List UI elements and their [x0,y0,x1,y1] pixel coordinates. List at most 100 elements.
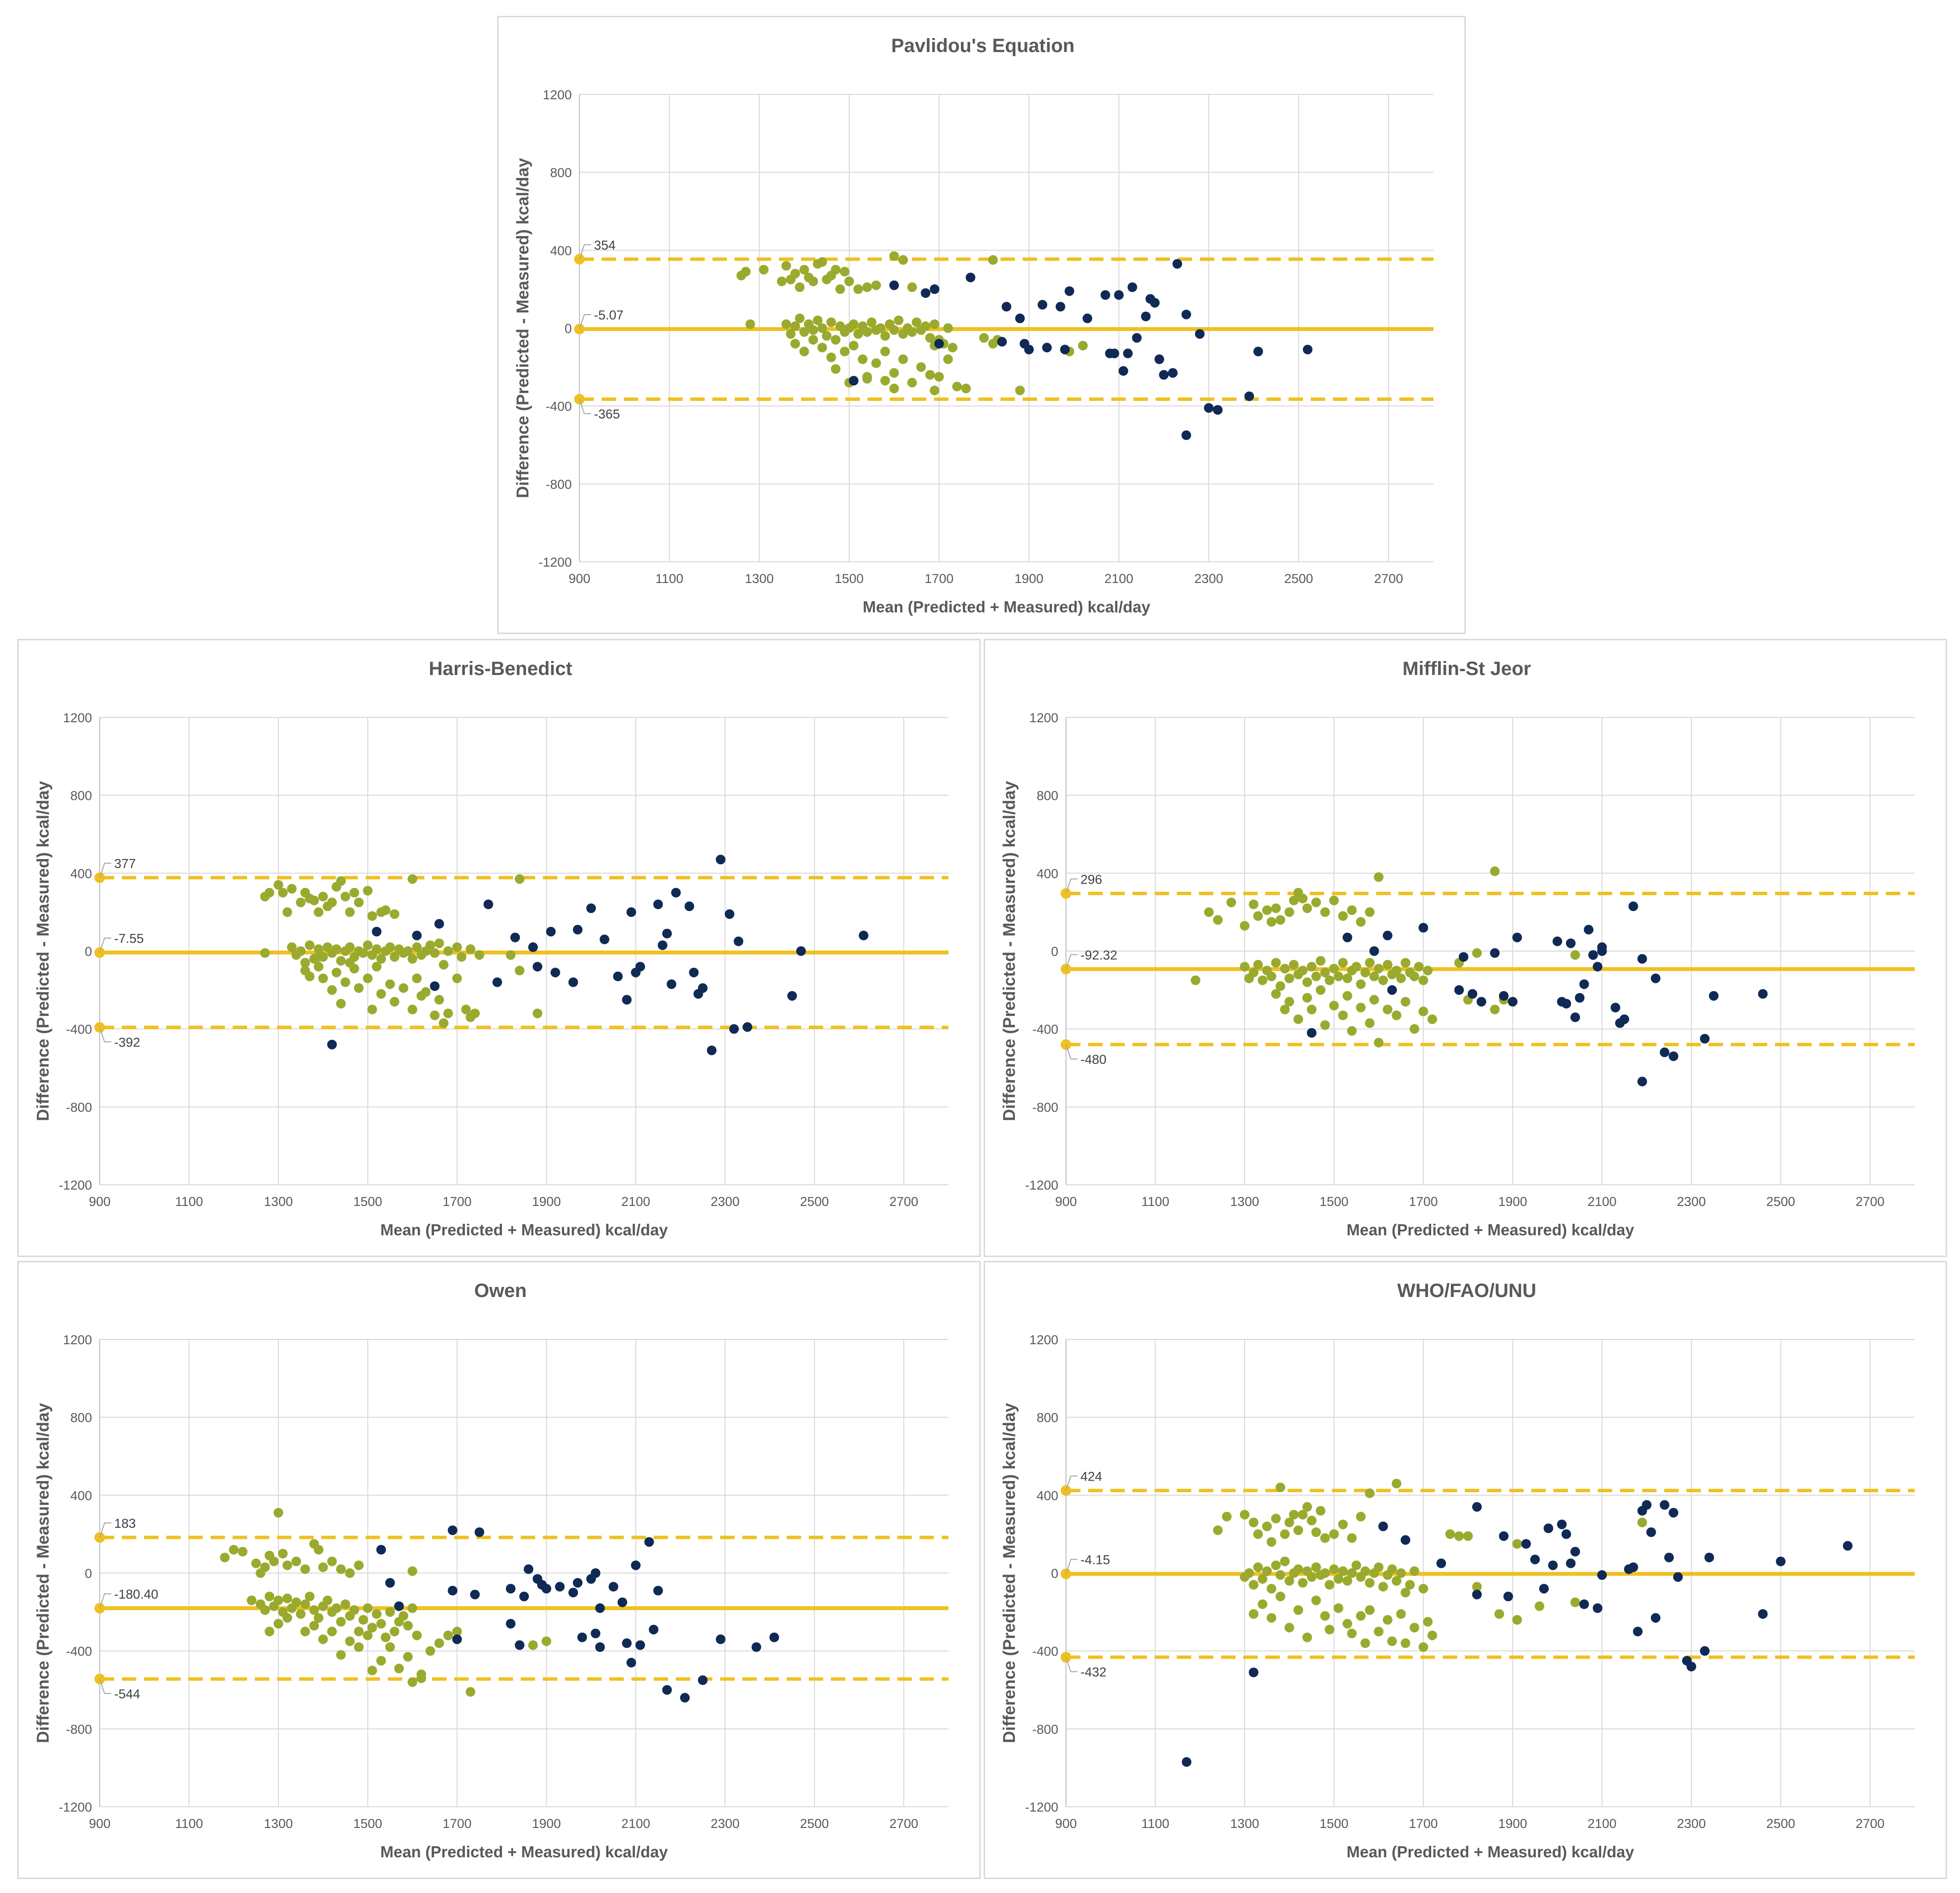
green-point [1276,915,1286,925]
panel-who-fao-unu: WHO/FAO/UNU -1200 -800 -400 0 400 800 1200 900 11… [984,1261,1947,1879]
green-point [1427,1630,1437,1641]
x-axis-title: Mean (Predicted + Measured) kcal/day [381,1221,669,1239]
green-point [1356,1511,1366,1522]
green-point [439,960,449,970]
navy-point [1557,1519,1567,1529]
green-point [300,958,310,968]
navy-point [787,991,797,1001]
navy-point [697,1675,708,1685]
navy-point [470,1589,480,1600]
green-point [799,265,809,275]
green-point [1392,1479,1402,1489]
green-point [1213,915,1223,925]
green-point [1392,1010,1402,1020]
green-point [1280,1005,1290,1015]
green-point [314,952,324,962]
green-point [309,1621,319,1631]
green-point [1342,973,1353,983]
navy-point [573,1578,583,1588]
green-point [808,325,818,335]
green-point [786,329,796,339]
green-point [1347,1628,1357,1639]
navy-point [1597,946,1607,956]
navy-point [532,962,542,972]
green-point [1369,971,1379,981]
navy-point [1181,430,1191,440]
green-point [1490,866,1500,876]
navy-point [1123,348,1133,358]
lower-value-label: -432 [1080,1665,1106,1680]
green-point [808,277,818,286]
green-point [1570,1597,1580,1607]
x-tick-label: 1700 [924,571,953,586]
green-point [336,1617,346,1627]
green-point [1392,966,1402,976]
green-point [408,1005,418,1015]
lower-callout-leader [99,1679,111,1694]
green-point [336,999,346,1009]
navy-point [1082,313,1092,323]
navy-point [796,946,806,956]
navy-point [662,1685,672,1695]
x-tick-label: 2500 [800,1194,829,1209]
bias-marker [1061,964,1071,975]
green-point [1409,971,1420,981]
navy-point [1015,313,1025,323]
green-point [862,374,872,384]
green-point [452,973,462,983]
green-point [465,1687,475,1697]
green-point [790,339,800,349]
green-point [1266,1537,1276,1547]
y-tick-label: 800 [1037,789,1058,803]
green-point [795,282,805,292]
x-axis-title: Mean (Predicted + Measured) kcal/day [381,1843,669,1861]
green-point [282,1613,292,1623]
navy-point [1539,1584,1549,1594]
green-point [1329,1529,1339,1539]
navy-point [1642,1500,1652,1510]
green-point [376,954,386,964]
lower-value-label: -544 [114,1687,140,1701]
navy-point [1637,1076,1647,1086]
green-point [314,1545,324,1555]
panel-pavlidou: Pavlidou's Equation -1200 -800 -400 0 400 800 1… [497,16,1466,634]
green-point [385,1607,395,1617]
green-point [314,944,324,954]
navy-point [658,940,668,950]
navy-point [1499,1531,1509,1541]
green-point [371,1609,381,1619]
green-point [1365,1488,1375,1498]
y-tick-label: -400 [1032,1022,1058,1037]
green-point [790,268,800,278]
upper-marker [1061,888,1071,899]
green-point [421,987,431,997]
navy-point [1651,973,1661,983]
green-point [1472,1582,1482,1592]
green-point [341,977,351,987]
green-point [408,1603,418,1613]
green-point [430,1010,440,1020]
green-point [1409,1623,1420,1633]
green-point [408,954,418,964]
green-point [1347,1533,1357,1543]
green-point [247,1595,257,1605]
bias-marker [94,947,105,958]
green-point [916,362,926,372]
green-point [1347,905,1357,915]
bias-callout-leader [99,1593,111,1609]
green-point [907,327,917,337]
navy-point [1709,991,1719,1001]
y-tick-label: -800 [66,1722,92,1736]
navy-point [1342,932,1353,942]
green-point [1015,385,1025,396]
navy-point [1561,1529,1571,1539]
navy-point [622,1638,632,1648]
chart-title: Owen [474,1280,527,1301]
green-point [425,1646,435,1656]
navy-point [1700,1646,1710,1656]
navy-point [653,900,663,909]
green-point [345,958,355,968]
green-point [354,897,364,907]
y-axis-title: Difference (Predicted - Measured) kcal/d… [34,1403,53,1743]
green-point [1418,1584,1428,1594]
